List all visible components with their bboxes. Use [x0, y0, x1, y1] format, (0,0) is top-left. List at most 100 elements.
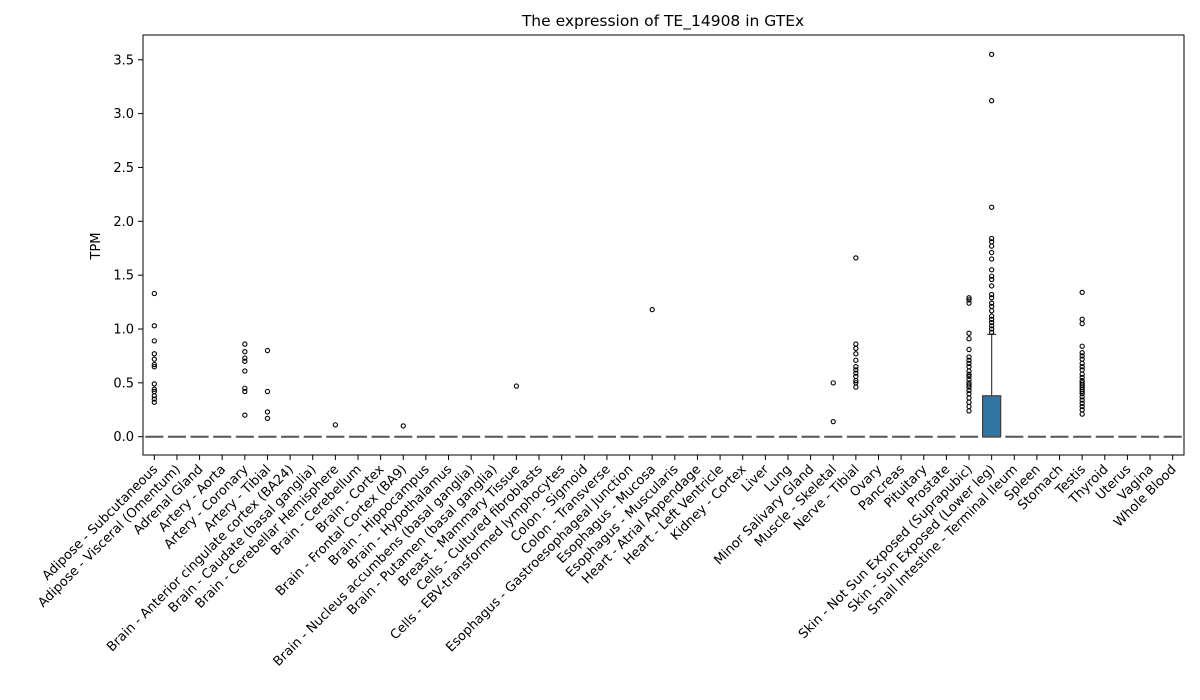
outlier-point: [988, 283, 995, 289]
outlier-point: [988, 308, 995, 314]
outlier-point: [242, 385, 248, 391]
outlier-point: [966, 357, 972, 363]
outlier-point: [1079, 411, 1085, 417]
outlier-point: [966, 336, 972, 342]
box-group: [507, 383, 526, 438]
outlier-point: [151, 364, 157, 370]
outlier-point: [264, 409, 271, 415]
outlier-point: [242, 388, 248, 395]
outlier-point: [151, 361, 157, 368]
outlier-point: [966, 395, 972, 401]
outlier-point: [242, 348, 248, 355]
outlier-point: [988, 249, 995, 256]
outlier-point: [966, 295, 972, 301]
outlier-point: [242, 368, 248, 374]
outlier-point: [966, 360, 972, 367]
box-group: [235, 341, 254, 438]
outlier-point: [1079, 316, 1085, 322]
outlier-point: [1079, 394, 1085, 400]
outlier-point: [988, 273, 995, 279]
box-group: [258, 347, 277, 438]
outlier-point: [151, 290, 157, 297]
outlier-point: [1079, 353, 1085, 359]
outlier-point: [988, 295, 995, 301]
box-group: [643, 306, 662, 438]
outlier-point: [966, 300, 972, 306]
outlier-point: [966, 330, 972, 336]
y-tick-label: 3.0: [113, 107, 134, 122]
outlier-point: [1079, 364, 1085, 370]
y-axis: 0.0 0.5 1.0 1.5 2.0 2.5 3.0 3.5: [113, 53, 143, 445]
outlier-point: [151, 399, 157, 405]
outlier-point: [853, 367, 859, 373]
outlier-point: [988, 51, 995, 58]
box-group: [394, 423, 413, 438]
box-group: [981, 51, 1002, 438]
outlier-point: [853, 370, 859, 376]
outlier-point: [242, 412, 248, 418]
outlier-point: [853, 378, 859, 384]
outlier-point: [988, 300, 995, 306]
outlier-point: [242, 341, 248, 347]
y-tick-label: 1.0: [113, 323, 134, 338]
chart-title: The expression of TE_14908 in GTEx: [521, 12, 804, 31]
outlier-point: [966, 384, 972, 390]
y-tick-label: 3.5: [113, 53, 134, 68]
outlier-point: [988, 329, 995, 335]
outlier-point: [988, 98, 995, 104]
outlier-point: [988, 235, 995, 242]
outlier-point: [151, 323, 157, 329]
outlier-point: [264, 347, 271, 354]
outlier-point: [1079, 320, 1085, 327]
outlier-point: [988, 291, 995, 298]
outlier-point: [988, 326, 995, 332]
outlier-point: [966, 368, 972, 374]
outlier-point: [151, 393, 157, 399]
y-tick-label: 2.0: [113, 215, 134, 230]
outlier-point: [966, 387, 972, 394]
outlier-point: [853, 357, 859, 363]
outlier-point: [151, 381, 157, 387]
outlier-point: [966, 297, 972, 303]
outlier-point: [151, 351, 157, 357]
outlier-point: [242, 355, 248, 361]
outlier-point: [1079, 390, 1085, 397]
outlier-point: [332, 422, 339, 428]
outlier-point: [853, 345, 859, 352]
outlier-point: [264, 415, 271, 422]
outlier-point: [1079, 350, 1085, 356]
outlier-point: [988, 267, 995, 273]
outlier-point: [988, 323, 995, 329]
outlier-point: [649, 306, 655, 313]
outlier-point: [1079, 403, 1085, 410]
outlier-point: [151, 386, 157, 392]
outlier-point: [988, 316, 995, 322]
outlier-point: [1079, 371, 1085, 377]
outlier-point: [966, 376, 972, 383]
box-group: [145, 290, 164, 438]
outlier-point: [853, 255, 859, 261]
box-iqr: [981, 395, 1002, 438]
outlier-point: [966, 399, 972, 405]
outlier-point: [966, 373, 972, 380]
y-tick-label: 0.0: [113, 430, 134, 445]
outlier-point: [151, 356, 157, 362]
outlier-point: [853, 341, 859, 347]
outlier-point: [853, 384, 859, 390]
outlier-point: [988, 313, 995, 319]
outlier-point: [966, 354, 972, 360]
box-group: [326, 422, 345, 438]
box-group: [1073, 289, 1092, 438]
outlier-point: [966, 371, 972, 377]
outlier-point: [988, 319, 995, 326]
box-group: [846, 255, 865, 438]
outlier-point: [242, 358, 248, 364]
outlier-point: [1079, 360, 1085, 367]
outlier-point: [966, 403, 972, 410]
plot-area: [145, 51, 1182, 438]
y-tick-label: 2.5: [113, 161, 134, 176]
outlier-point: [151, 338, 157, 344]
